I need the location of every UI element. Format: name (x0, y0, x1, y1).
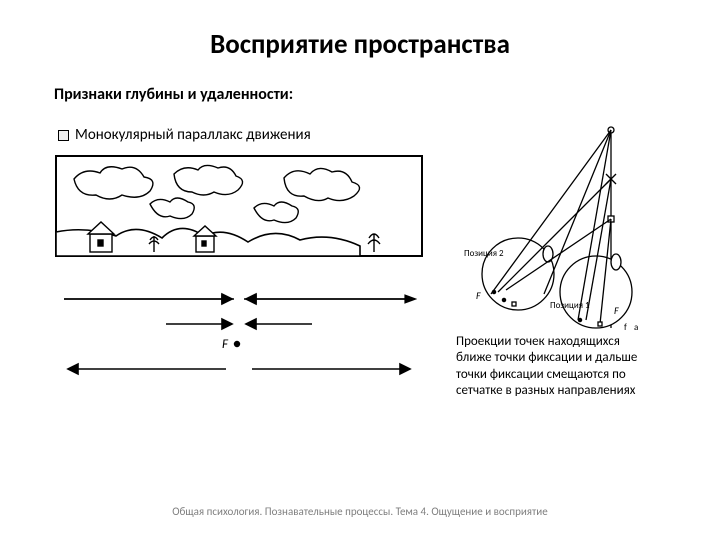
label-F3: F (614, 304, 619, 317)
subtitle: Признаки глубины и удаленности: (54, 85, 666, 104)
figure-caption: Проекции точек находящихся ближе точки ф… (456, 334, 656, 399)
bullet-square-icon (58, 130, 69, 141)
slide: Восприятие пространства Признаки глубины… (0, 0, 720, 540)
projection-geometry-figure: Позиция 2 Позиция 1 F F f a (456, 124, 646, 344)
slide-footer: Общая психология. Познавательные процесс… (0, 505, 720, 518)
bullet-text: Монокулярный параллакс движения (75, 126, 311, 144)
label-a: a (634, 322, 638, 333)
figures-area: F (54, 154, 666, 424)
page-title: Восприятие пространства (54, 28, 666, 61)
label-pos1: Позиция 1 (550, 300, 590, 311)
label-F2: F (476, 289, 481, 302)
label-pos2: Позиция 2 (464, 248, 504, 259)
label-f: f (624, 322, 627, 333)
parallax-landscape-figure: F (54, 154, 424, 404)
label-F: F (222, 337, 229, 352)
